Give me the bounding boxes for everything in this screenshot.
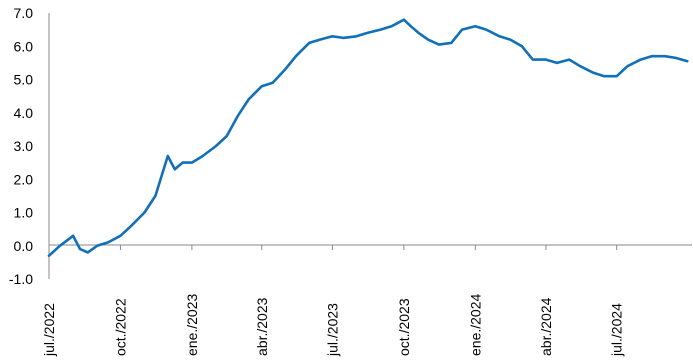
series-line-1 bbox=[47, 18, 689, 257]
y-tick-label: 5.0 bbox=[14, 72, 34, 88]
y-tick-label: 7.0 bbox=[14, 5, 34, 21]
x-tick-label: oct./2022 bbox=[112, 298, 128, 356]
x-tick-label: ene./2024 bbox=[467, 294, 483, 356]
x-tick-label: jul./2024 bbox=[609, 303, 625, 357]
y-tick-label: 2.0 bbox=[14, 171, 34, 187]
y-tick-label: 1.0 bbox=[14, 205, 34, 221]
x-tick-label: abr./2024 bbox=[538, 297, 554, 356]
x-tick-label: ene./2023 bbox=[184, 294, 200, 356]
x-axis: jul./2022 oct./2022 ene./2023 abr./2023 jul.… bbox=[41, 244, 692, 357]
x-tick-label: oct./2023 bbox=[396, 298, 412, 356]
x-tick-label: abr./2023 bbox=[254, 297, 270, 356]
y-tick-label: 0.0 bbox=[14, 238, 34, 254]
y-tick-label: 3.0 bbox=[14, 138, 34, 154]
y-tick-label: 4.0 bbox=[14, 105, 34, 121]
x-tick-label: jul./2023 bbox=[324, 303, 340, 357]
y-axis: 7.0 6.0 5.0 4.0 3.0 2.0 1.0 0.0 -1.0 bbox=[9, 5, 50, 287]
x-tick-label: jul./2022 bbox=[41, 303, 57, 357]
series-group bbox=[47, 18, 689, 257]
y-tick-label: -1.0 bbox=[9, 271, 33, 287]
y-tick-label: 6.0 bbox=[14, 38, 34, 54]
